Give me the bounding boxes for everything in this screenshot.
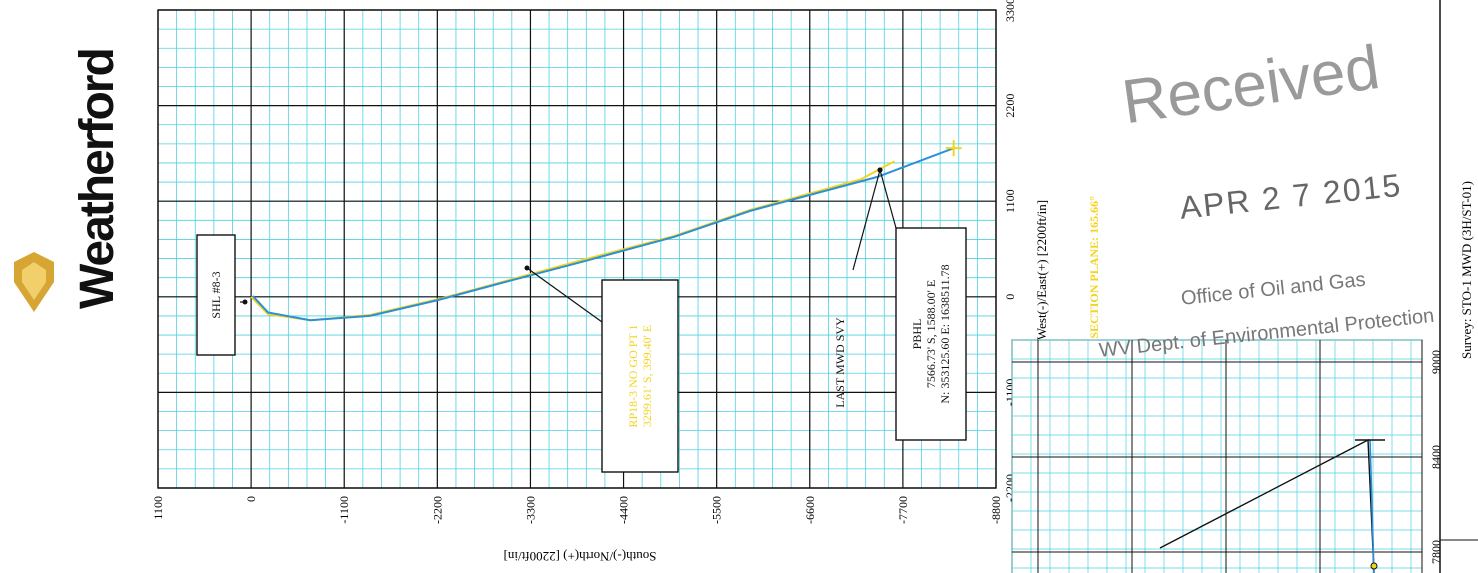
survey-label: Survey: STO-1 MWD (3H/ST-01) — [1459, 181, 1474, 359]
y-tick-label: -1100 — [337, 496, 351, 524]
y-tick-label: -2200 — [430, 496, 444, 524]
x-tick-label: 2200 — [1003, 94, 1017, 118]
annotation-text-rp: 3299.61' S, 399.40' E — [640, 325, 654, 427]
y-tick-label: 0 — [244, 496, 258, 502]
annotation-point-rp — [524, 265, 530, 271]
inset-y-tick-label: 9000 — [1429, 350, 1443, 374]
x-tick-label: 1100 — [1003, 189, 1017, 213]
major-grid — [157, 9, 997, 489]
y-axis-title: South(-)/North(+) [2200ft/in] — [504, 549, 657, 564]
inset-line-blue — [1369, 439, 1375, 573]
plot-border — [157, 9, 997, 489]
inset-y-tick-label: 7800 — [1429, 540, 1443, 564]
y-tick-label: 1100 — [151, 496, 165, 520]
annotation-point-shl — [242, 299, 248, 305]
y-tick-label: -6600 — [803, 496, 817, 524]
annotation-text-rp: RP18-3 NO GO PT 1 — [626, 324, 640, 427]
annotation-leader-rp — [526, 267, 603, 323]
annotation-text-pbhl: 7566.73' S, 1588.00' E — [924, 280, 938, 388]
y-tick-label: -8800 — [989, 496, 1003, 524]
tick-labels: 1100 0 -1100 -2200 -3300 -4400 -5500 -6600 -7700… — [151, 0, 1017, 524]
annotation-text-shl: SHL #8-3 — [209, 271, 223, 318]
annotation-text-pbhl: PBHL — [910, 319, 924, 350]
logo-block: Weatherford — [0, 0, 150, 573]
annotation-point-pbhl — [877, 167, 883, 173]
inset-chart: 9000 8400 7800 — [1011, 339, 1443, 573]
series-lines — [250, 140, 962, 322]
series-actual — [252, 147, 955, 322]
x-tick-label: 0 — [1003, 294, 1017, 300]
annotation-box-rp — [601, 279, 679, 473]
y-tick-label: -7700 — [896, 496, 910, 524]
annotation-box-pbhl — [895, 227, 967, 441]
logo-emblem-icon — [14, 252, 54, 312]
annotation-box-shl — [196, 234, 236, 356]
inset-point — [1370, 562, 1378, 570]
x-tick-label: 3300 — [1003, 0, 1017, 22]
annotation-text-last_mwd: LAST MWD SVY — [833, 317, 847, 408]
x-axis-title: West(-)/East(+) [2200ft/in] — [1034, 200, 1049, 340]
y-tick-label: -4400 — [617, 496, 631, 524]
annotation-leader-last_mwd — [852, 169, 881, 271]
annotations: SHL #8-3 RP18-3 NO GO PT 1 3299.61' S, 399… — [196, 167, 967, 473]
annotation-leader-pbhl — [879, 169, 897, 229]
y-tick-label: -5500 — [710, 496, 724, 524]
y-tick-label: -3300 — [523, 496, 537, 524]
inset-y-tick-label: 8400 — [1429, 445, 1443, 469]
minor-grid — [157, 9, 997, 489]
annotation-text-pbhl: N: 353125.60 E: 1638511.78 — [938, 264, 952, 403]
